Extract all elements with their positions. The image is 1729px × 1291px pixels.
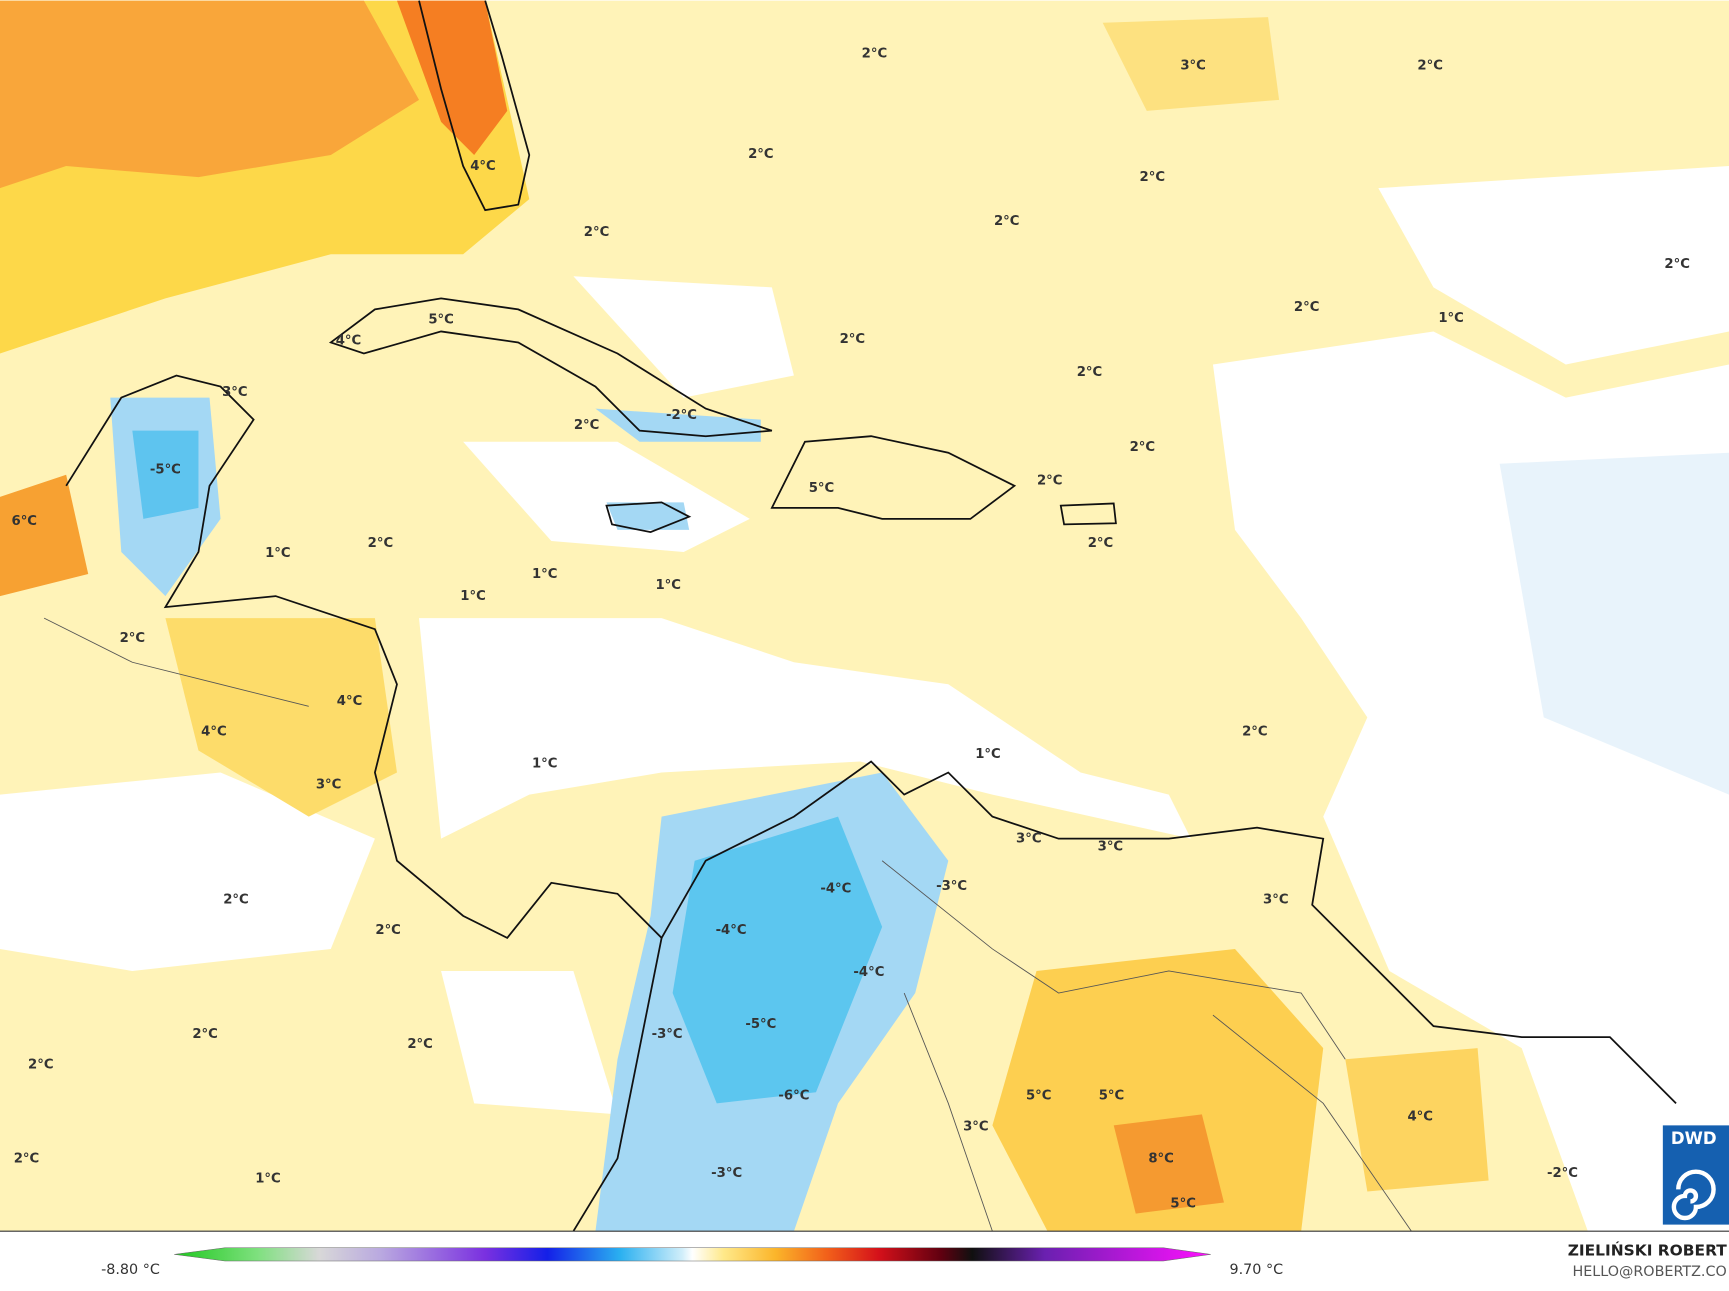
map-label: -4°C	[820, 881, 851, 896]
map-label: 2°C	[1130, 440, 1156, 455]
map-label: 2°C	[192, 1027, 218, 1042]
map-label: 4°C	[201, 725, 227, 740]
map-label: 2°C	[1140, 170, 1166, 185]
map-label: 2°C	[28, 1058, 54, 1073]
map-label: 2°C	[862, 47, 888, 62]
map-label: 4°C	[470, 159, 496, 174]
map-label: 2°C	[1417, 59, 1443, 74]
map-label: 2°C	[574, 418, 600, 433]
map-label: -4°C	[853, 965, 884, 980]
map-label: 3°C	[1098, 839, 1124, 854]
map-label: 3°C	[316, 778, 342, 793]
colorbar-max: 9.70 °C	[1229, 1262, 1283, 1278]
logo-text: DWD	[1671, 1129, 1717, 1148]
map-label: 2°C	[1077, 365, 1103, 380]
credit-email: HELLO@ROBERTZ.CO	[1572, 1264, 1726, 1280]
map-label: 8°C	[1148, 1151, 1174, 1166]
map-label: 2°C	[1088, 536, 1114, 551]
map-label: 5°C	[428, 312, 454, 327]
map-labels: 2°C 3°C 2°C 4°C 2°C 2°C 2°C 2°C 2°C 2°C 1°C 4°C 5°C 2…	[12, 47, 1690, 1212]
map-label: 2°C	[407, 1037, 433, 1052]
map-label: 2°C	[748, 147, 774, 162]
map-label: -2°C	[1547, 1166, 1578, 1181]
map-label: 2°C	[375, 923, 401, 938]
coastlines	[65, 0, 1677, 1232]
map-label: -6°C	[778, 1089, 809, 1104]
map-label: 4°C	[336, 333, 362, 348]
map-label: 2°C	[1037, 473, 1063, 488]
map-label: -2°C	[666, 408, 697, 423]
map-label: 2°C	[1242, 725, 1268, 740]
colorbar-min: -8.80 °C	[101, 1262, 160, 1278]
map-label: 5°C	[1170, 1197, 1196, 1212]
logo-swirl	[1671, 1169, 1716, 1221]
map-label: 2°C	[14, 1151, 40, 1166]
map-label: 5°C	[1026, 1089, 1052, 1104]
map-label: 2°C	[120, 631, 146, 646]
map-label: 3°C	[222, 385, 248, 400]
map-label: 1°C	[1438, 311, 1464, 326]
map-label: 1°C	[975, 747, 1001, 762]
map-label: 1°C	[460, 589, 486, 604]
map-label: -5°C	[745, 1017, 776, 1032]
map-label: 6°C	[12, 514, 38, 529]
map-label: 1°C	[655, 578, 681, 593]
map-label: 4°C	[337, 694, 363, 709]
map-label: 2°C	[1294, 300, 1320, 315]
credit-author: ZIELIŃSKI ROBERT	[1568, 1241, 1728, 1260]
map-label: 3°C	[1016, 832, 1042, 847]
map-label: 1°C	[265, 546, 291, 561]
borders	[43, 617, 1412, 1232]
map-label: 3°C	[1180, 59, 1206, 74]
map-label: 2°C	[584, 225, 610, 240]
map-label: 3°C	[1263, 892, 1289, 907]
map-label: 3°C	[963, 1119, 989, 1134]
map-label: -3°C	[711, 1166, 742, 1181]
map-label: -4°C	[716, 923, 747, 938]
map-label: 2°C	[223, 892, 249, 907]
colorbar: -8.80 °C 9.70 °C	[101, 1247, 1283, 1278]
colorbar-scale	[174, 1247, 1211, 1262]
map-label: -5°C	[150, 462, 181, 477]
map-label: -3°C	[652, 1027, 683, 1042]
map-label: 4°C	[1407, 1110, 1433, 1125]
map-label: 2°C	[840, 332, 866, 347]
map-label: 1°C	[255, 1171, 281, 1186]
dwd-logo: DWD	[1662, 1125, 1729, 1225]
map-label: 5°C	[809, 481, 835, 496]
map-label: -3°C	[936, 879, 967, 894]
map-background	[0, 0, 1729, 1232]
map-label: 5°C	[1099, 1089, 1125, 1104]
map-label: 1°C	[532, 757, 558, 772]
map-label: 2°C	[1664, 257, 1690, 272]
map-label: 1°C	[532, 567, 558, 582]
map-label: 2°C	[368, 536, 394, 551]
map-label: 2°C	[994, 214, 1020, 229]
